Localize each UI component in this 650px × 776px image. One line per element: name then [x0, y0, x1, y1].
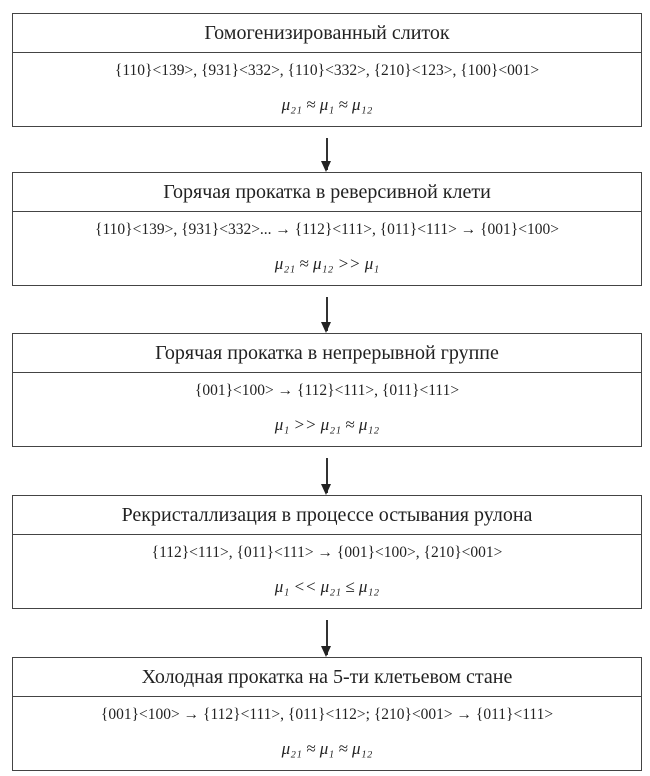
stage-title: Гомогенизированный слиток — [13, 14, 641, 53]
arrow-down — [322, 297, 330, 333]
stage-relation: μ₁ >> μ₂₁ ≈ μ₁₂ — [274, 415, 380, 434]
stage-title: Горячая прокатка в реверсивной клети — [13, 173, 641, 212]
stage-textures: {112}<111>, {011}<111> → {001}<100>, {21… — [151, 544, 503, 561]
stage-textures: {001}<100> → {112}<111>, {011}<112>; {21… — [100, 706, 554, 723]
stage-textures: {001}<100> → {112}<111>, {011}<111> — [194, 382, 460, 399]
stage-title: Холодная прокатка на 5-ти клетьевом стан… — [13, 658, 641, 697]
stage-box-5: Холодная прокатка на 5-ти клетьевом стан… — [12, 657, 642, 771]
arrow-down — [322, 138, 330, 172]
stage-textures: {110}<139>, {931}<332>, {110}<332>, {210… — [114, 62, 540, 79]
stage-relation: μ₂₁ ≈ μ₁ ≈ μ₁₂ — [281, 739, 373, 758]
stage-box-3: Горячая прокатка в непрерывной группе {0… — [12, 333, 642, 447]
stage-textures: {110}<139>, {931}<332>... → {112}<111>, … — [95, 221, 559, 238]
stage-box-1: Гомогенизированный слиток {110}<139>, {9… — [12, 13, 642, 127]
stage-relation: μ₂₁ ≈ μ₁ ≈ μ₁₂ — [281, 95, 373, 114]
arrow-down — [322, 620, 330, 657]
stage-relation: μ₁ << μ₂₁ ≤ μ₁₂ — [274, 577, 380, 596]
stage-box-4: Рекристаллизация в процессе остывания ру… — [12, 495, 642, 609]
stage-title: Горячая прокатка в непрерывной группе — [13, 334, 641, 373]
arrow-down — [322, 458, 330, 495]
stage-title: Рекристаллизация в процессе остывания ру… — [13, 496, 641, 535]
stage-box-2: Горячая прокатка в реверсивной клети {11… — [12, 172, 642, 286]
stage-relation: μ₂₁ ≈ μ₁₂ >> μ₁ — [274, 254, 380, 273]
